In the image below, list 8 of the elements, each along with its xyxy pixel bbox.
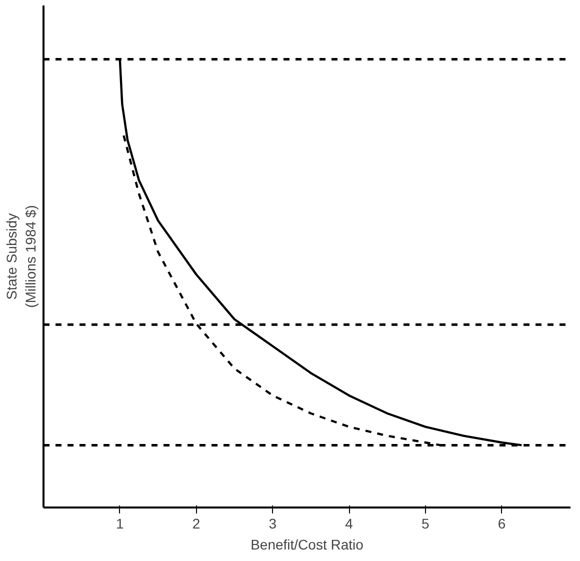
- y-axis-title: State Subsidy (Millions 1984 $): [3, 205, 38, 308]
- x-tick-label: 3: [268, 516, 277, 532]
- x-tick-label: 1: [116, 516, 124, 532]
- x-tick-label: 6: [498, 516, 506, 532]
- x-tick-label: 4: [345, 516, 354, 532]
- x-tick-label: 5: [421, 516, 430, 532]
- x-axis-title: Benefit/Cost Ratio: [250, 536, 364, 552]
- x-tick-label: 2: [192, 516, 200, 532]
